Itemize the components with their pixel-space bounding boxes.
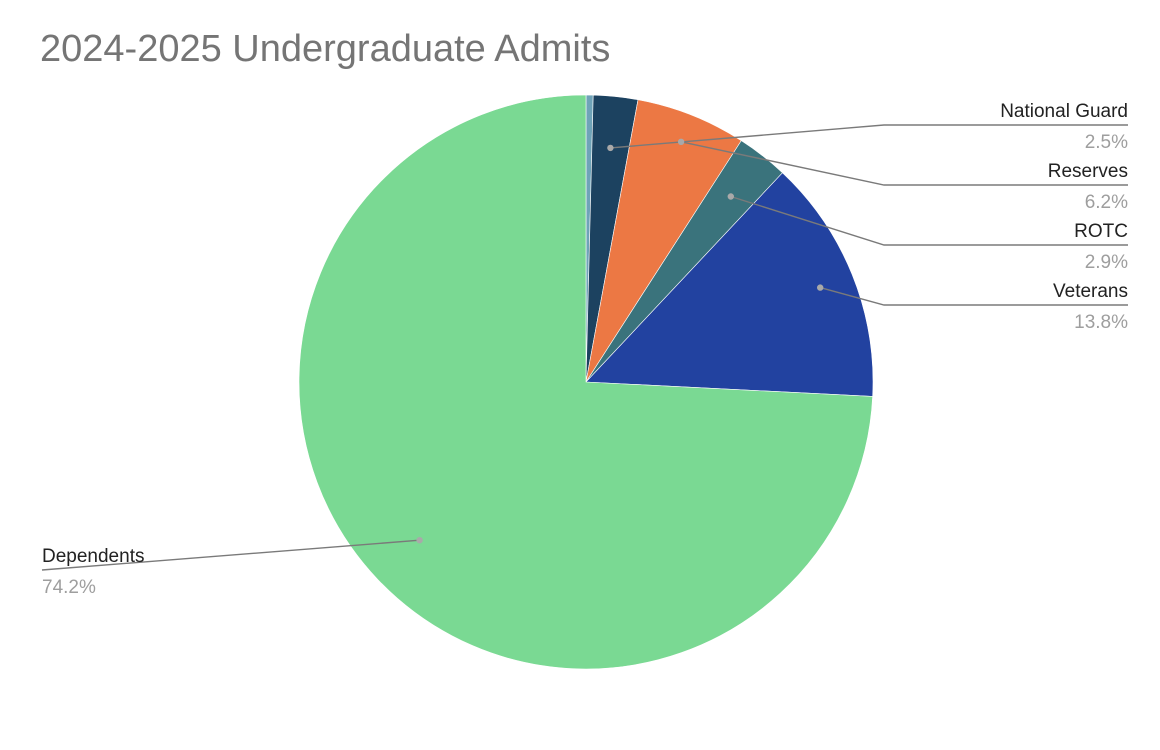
slice-label-reserves: Reserves xyxy=(1048,161,1128,182)
slice-percent-veterans: 13.8% xyxy=(1074,312,1128,333)
callout-line-rotc xyxy=(730,195,1128,246)
callout-veterans: Veterans 13.8% xyxy=(817,281,1128,333)
chart-title: 2024-2025 Undergraduate Admits xyxy=(40,28,611,70)
slice-percent-national-guard: 2.5% xyxy=(1085,132,1128,153)
callout-dot-rotc xyxy=(727,193,734,200)
callout-dependents: Dependents 74.2% xyxy=(41,537,423,598)
pie-slice-veterans xyxy=(585,172,874,397)
callout-reserves: Reserves 6.2% xyxy=(677,138,1128,213)
callout-line-national-guard xyxy=(610,124,1128,149)
slice-percent-reserves: 6.2% xyxy=(1085,192,1128,213)
callout-line-reserves xyxy=(680,141,1128,186)
pie-slice-dependents xyxy=(298,94,873,670)
callout-dot-national-guard xyxy=(607,144,614,152)
callout-national-guard: National Guard 2.5% xyxy=(607,101,1128,153)
callout-line-dependents xyxy=(41,539,420,571)
callout-dot-dependents xyxy=(416,537,423,544)
slice-label-rotc: ROTC xyxy=(1074,221,1128,242)
slice-label-national-guard: National Guard xyxy=(1000,101,1128,122)
slice-percent-rotc: 2.9% xyxy=(1085,252,1128,273)
callout-line-veterans xyxy=(820,286,1128,306)
slice-label-dependents: Dependents xyxy=(42,546,144,567)
callout-dot-veterans xyxy=(817,284,824,291)
callout-dot-reserves xyxy=(677,138,685,145)
slice-percent-dependents: 74.2% xyxy=(42,577,96,598)
callout-rotc: ROTC 2.9% xyxy=(727,193,1128,273)
slice-label-veterans: Veterans xyxy=(1053,281,1128,302)
